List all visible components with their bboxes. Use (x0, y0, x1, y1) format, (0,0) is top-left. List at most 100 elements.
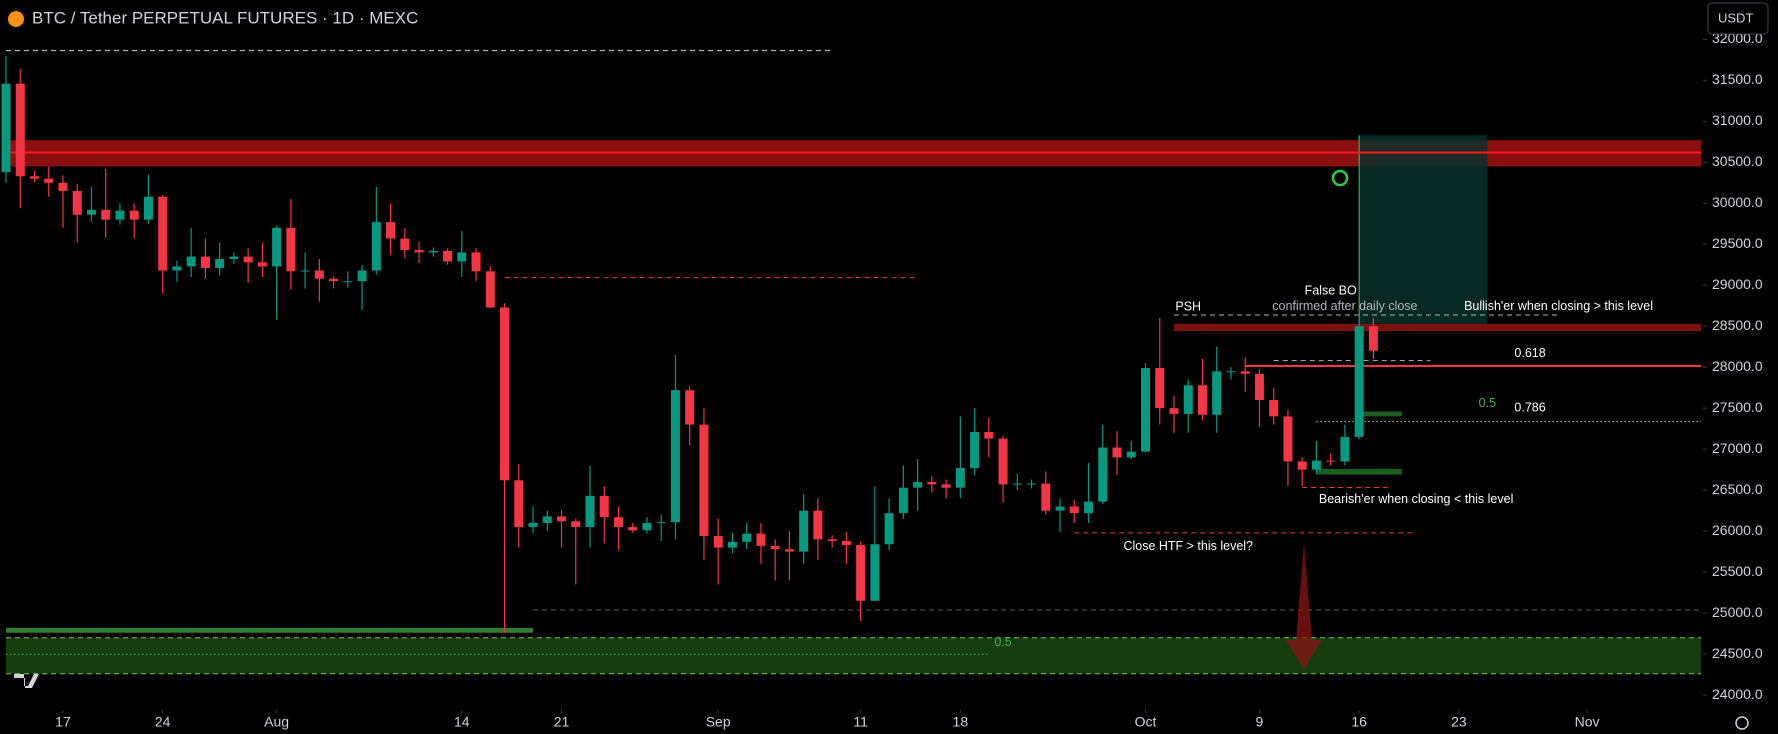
candle-body (1197, 385, 1207, 415)
candle-body (1084, 501, 1094, 514)
candle-body (528, 522, 538, 528)
annotation: 0.5 (1479, 396, 1496, 410)
candle-body (200, 256, 210, 269)
x-tick-label: 16 (1351, 714, 1367, 730)
chart-title: BTC / Tether PERPETUAL FUTURES · 1D · ME… (32, 8, 418, 27)
y-tick-label: 25500.0 (1712, 563, 1763, 579)
candle-body (1269, 399, 1279, 417)
y-tick-label: 28500.0 (1712, 317, 1763, 333)
candle-body (143, 196, 153, 220)
y-tick-label: 24500.0 (1712, 645, 1763, 661)
candle-body (1069, 506, 1079, 514)
candle-body (257, 262, 267, 267)
candle-body (1340, 436, 1350, 462)
candle-body (599, 495, 609, 518)
candle-body (799, 510, 809, 552)
alarm-icon (1331, 169, 1349, 187)
candle-body (1027, 483, 1037, 485)
candle-body (129, 210, 139, 220)
annotation: PSH (1175, 299, 1201, 313)
candle-body (628, 527, 638, 531)
annotation: Bearish'er when closing < this level (1319, 492, 1514, 506)
candle-body (1368, 326, 1378, 351)
candle-body (685, 390, 695, 425)
candle-body (1226, 371, 1236, 373)
y-tick-label: 30500.0 (1712, 153, 1763, 169)
y-tick-label: 26000.0 (1712, 522, 1763, 538)
candle-body (500, 307, 510, 481)
x-tick-label: 21 (554, 714, 570, 730)
candle-body (884, 513, 894, 545)
settings-icon[interactable] (1735, 716, 1749, 730)
candle-body (699, 424, 709, 537)
annotations-layer: PSH False BO confirmed after daily close Bu… (994, 283, 1653, 649)
candle-body (229, 256, 239, 260)
candle-body (927, 481, 937, 485)
candle-body (443, 250, 453, 262)
candle-body (941, 484, 951, 488)
candle-body (485, 271, 495, 308)
candle-body (542, 516, 552, 523)
candle-body (984, 431, 994, 439)
candle-body (1041, 483, 1051, 511)
annotation: Close HTF > this level? (1123, 539, 1253, 553)
candle-body (329, 278, 339, 282)
candle-body (86, 209, 96, 215)
candle-body (1240, 371, 1250, 374)
candle-body (514, 480, 524, 528)
annotation: False BO (1305, 283, 1357, 297)
x-tick-label: 11 (853, 714, 868, 730)
candle-body (841, 540, 851, 546)
candle-body (158, 196, 168, 271)
candle-body (1012, 483, 1022, 485)
x-tick-label: 24 (155, 714, 171, 730)
candles-layer (1, 55, 1378, 633)
candle-body (1297, 461, 1307, 470)
annotation: 0.5 (994, 635, 1011, 649)
zone (6, 627, 534, 633)
logo (14, 674, 39, 688)
candle-body (386, 222, 396, 239)
candle-body (1183, 385, 1193, 414)
x-tick-label: 18 (953, 714, 969, 730)
candle-body (1126, 451, 1136, 458)
candle-body (371, 222, 381, 271)
candle-body (1169, 408, 1179, 414)
candle-body (471, 252, 481, 272)
currency-button[interactable]: USDT (1707, 2, 1769, 35)
x-tick-label: 17 (55, 714, 71, 730)
x-tick-label: Aug (264, 714, 289, 730)
currency-button-frame[interactable] (1707, 2, 1769, 35)
candle-body (656, 522, 666, 524)
annotation: confirmed after daily close (1272, 299, 1417, 313)
candle-body (1112, 447, 1122, 458)
levels-layer (6, 50, 1701, 675)
candle-body (727, 541, 737, 548)
y-tick-label: 24000.0 (1712, 686, 1763, 702)
candle-body (756, 533, 766, 546)
candle-body (272, 227, 282, 267)
y-tick-label: 30000.0 (1712, 194, 1763, 210)
candle-body (1326, 460, 1336, 462)
y-tick-label: 25000.0 (1712, 604, 1763, 620)
x-tick-label: 9 (1256, 714, 1264, 730)
x-tick-label: 14 (454, 714, 470, 730)
candle-body (172, 266, 182, 271)
y-tick-label: 29000.0 (1712, 276, 1763, 292)
candle-body (115, 210, 125, 220)
candle-body (457, 252, 467, 262)
candle-body (44, 178, 54, 183)
candle-body (15, 83, 25, 177)
candle-body (856, 545, 866, 601)
annotation: 0.786 (1514, 400, 1545, 414)
y-tick-label: 29500.0 (1712, 235, 1763, 251)
currency-label[interactable]: USDT (1718, 10, 1753, 25)
candle-body (400, 238, 410, 250)
zone (1359, 411, 1402, 417)
zones-layer (6, 135, 1701, 674)
x-tick-label: Oct (1135, 714, 1157, 730)
zone (1316, 468, 1402, 475)
y-tick-label: 27000.0 (1712, 440, 1763, 456)
candle-body (428, 250, 438, 253)
